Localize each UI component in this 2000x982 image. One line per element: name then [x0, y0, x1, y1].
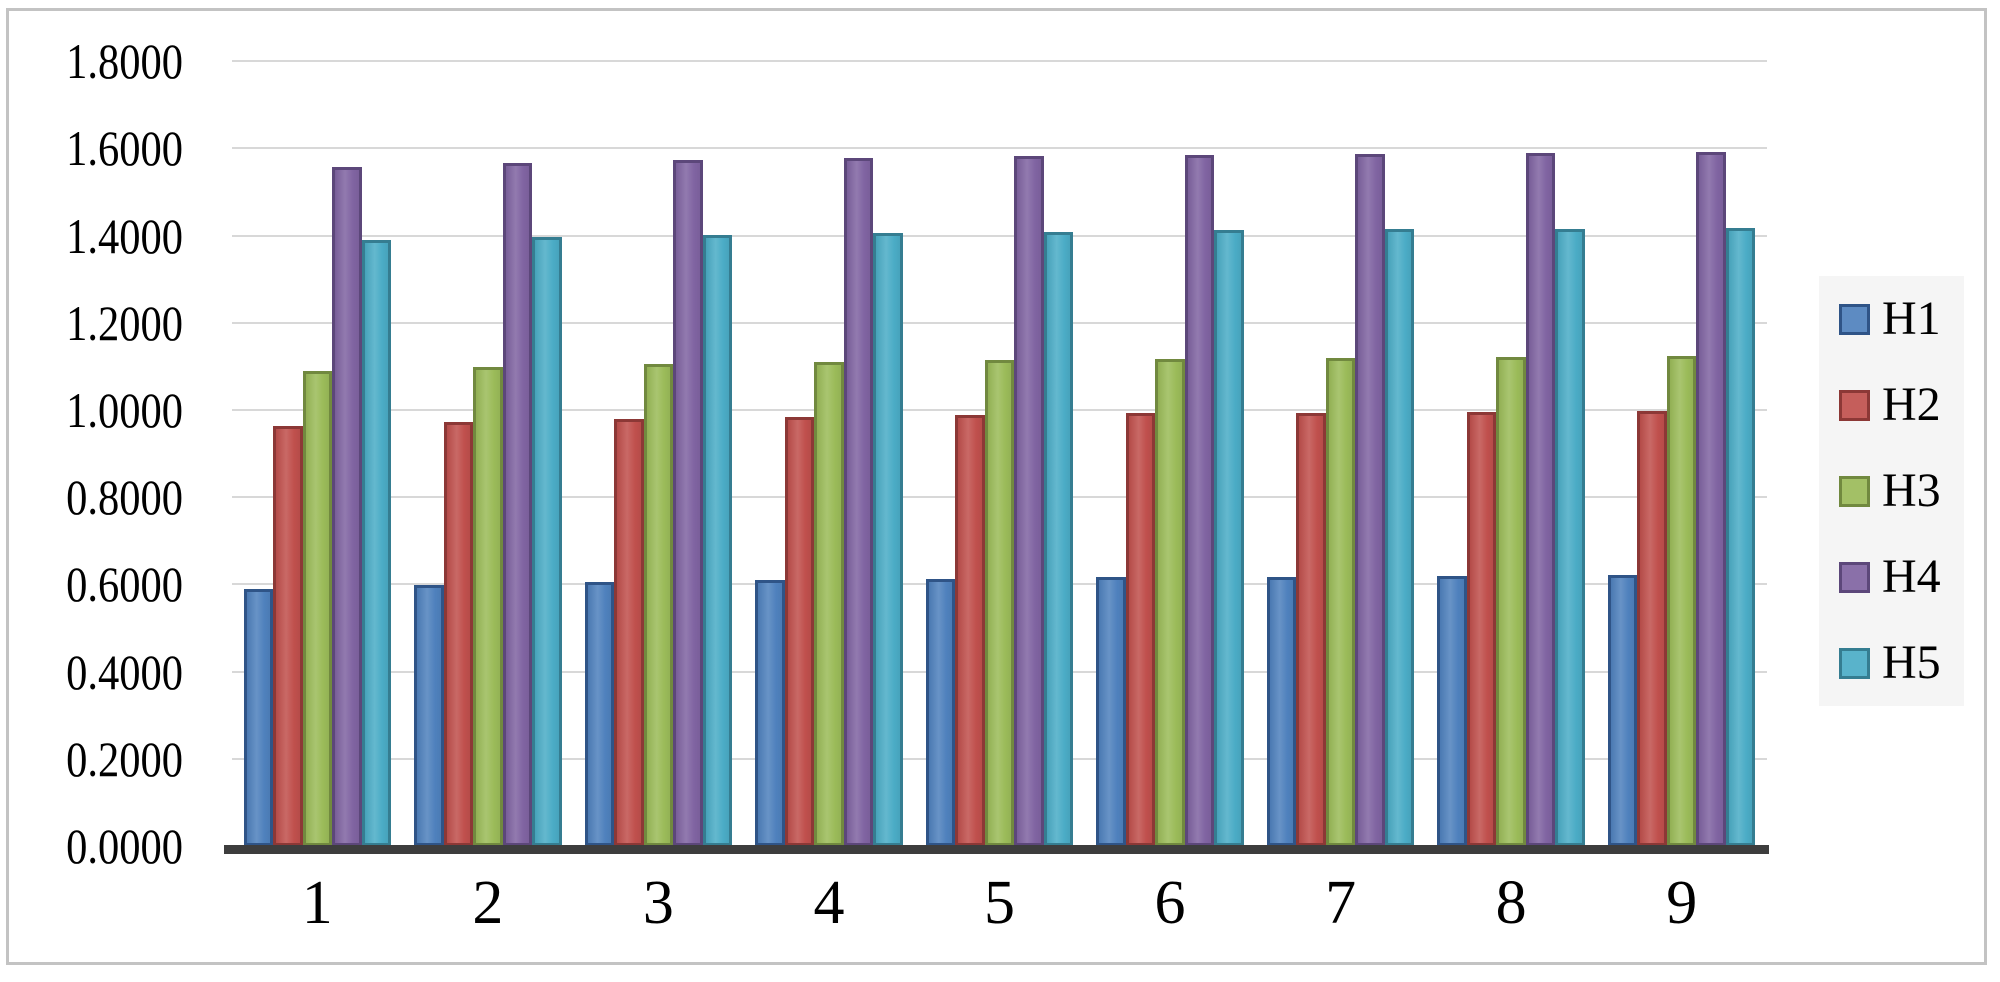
- y-tick-label-1.2000: 1.2000: [66, 294, 183, 351]
- bar-h3-cat5: [984, 360, 1015, 846]
- legend-item-h3: H3: [1839, 467, 1941, 515]
- bar-h1-cat8: [1437, 575, 1467, 846]
- bar-h2-cat9: [1637, 411, 1667, 846]
- y-tick-label-0.2000: 0.2000: [66, 730, 183, 787]
- gridline-1.8000: [232, 60, 1767, 63]
- bar-h4-cat4: [843, 157, 874, 846]
- bar-h3-cat6: [1155, 358, 1185, 846]
- bar-h5-cat6: [1214, 230, 1244, 846]
- legend-label-h2: H2: [1882, 378, 1941, 431]
- bar-h1-cat9: [1607, 575, 1638, 846]
- bar-h1-cat3: [584, 582, 615, 846]
- bar-h4-cat5: [1014, 155, 1044, 846]
- x-tick-label-1: 1: [301, 869, 333, 937]
- bar-h3-cat7: [1325, 358, 1356, 846]
- y-tick-label-0.6000: 0.6000: [66, 556, 183, 613]
- y-tick-label-0.8000: 0.8000: [66, 469, 183, 526]
- bar-h5-cat5: [1043, 231, 1074, 846]
- bar-h1-cat7: [1266, 576, 1297, 846]
- bar-h4-cat1: [332, 167, 362, 846]
- y-tick-label-1.4000: 1.4000: [66, 207, 183, 264]
- y-tick-label-0.4000: 0.4000: [66, 643, 183, 700]
- x-tick-label-9: 9: [1666, 869, 1698, 937]
- legend-swatch-h2: [1839, 389, 1870, 421]
- bar-h4-cat2: [502, 162, 533, 846]
- bar-h2-cat4: [784, 416, 815, 846]
- legend-label-h4: H4: [1882, 550, 1941, 603]
- bar-h5-cat9: [1725, 227, 1756, 846]
- y-tick-label-0.0000: 0.0000: [66, 818, 183, 874]
- legend-item-h1: H1: [1839, 295, 1941, 343]
- bar-h5-cat1: [361, 240, 392, 846]
- bar-h4-cat3: [673, 159, 703, 846]
- bar-h4-cat6: [1184, 154, 1215, 846]
- legend-swatch-h1: [1839, 303, 1870, 335]
- bar-h1-cat4: [755, 580, 785, 846]
- legend-item-h5: H5: [1839, 639, 1941, 687]
- bar-h5-cat4: [873, 232, 903, 846]
- bar-h1-cat2: [414, 584, 444, 846]
- bar-h4-cat9: [1696, 151, 1726, 846]
- x-tick-label-8: 8: [1495, 869, 1527, 937]
- category-axis-line: [224, 845, 1769, 854]
- bar-h3-cat3: [643, 364, 674, 846]
- x-tick-label-5: 5: [984, 869, 1015, 937]
- gridline-1.6000: [232, 147, 1767, 150]
- y-tick-label-1.8000: 1.8000: [66, 33, 183, 90]
- x-tick-label-2: 2: [472, 869, 504, 937]
- legend-item-h2: H2: [1839, 381, 1941, 429]
- bar-h5-cat3: [702, 235, 733, 846]
- bar-h5-cat8: [1555, 228, 1585, 846]
- y-tick-label-1.6000: 1.6000: [66, 120, 183, 177]
- bar-h2-cat8: [1466, 411, 1497, 846]
- legend-swatch-h4: [1839, 561, 1870, 593]
- bar-h5-cat7: [1384, 229, 1415, 846]
- bar-h3-cat4: [814, 362, 844, 846]
- legend-label-h5: H5: [1882, 636, 1941, 689]
- bar-h2-cat6: [1125, 413, 1156, 846]
- legend: H1 H2 H3 H4 H5: [1819, 276, 1964, 706]
- bar-h1-cat6: [1096, 577, 1126, 846]
- bar-h3-cat1: [302, 371, 333, 846]
- legend-swatch-h3: [1839, 475, 1870, 507]
- bar-h1-cat5: [925, 578, 956, 846]
- bar-h3-cat8: [1496, 357, 1526, 846]
- bar-h2-cat7: [1296, 412, 1326, 846]
- legend-label-h3: H3: [1882, 464, 1941, 517]
- bar-h3-cat9: [1666, 356, 1697, 846]
- bar-h4-cat8: [1525, 152, 1556, 846]
- bar-h1-cat1: [243, 589, 274, 846]
- bar-h5-cat2: [532, 237, 562, 846]
- legend-item-h4: H4: [1839, 553, 1941, 601]
- x-tick-label-7: 7: [1325, 869, 1357, 937]
- legend-swatch-h5: [1839, 647, 1870, 679]
- bar-h3-cat2: [473, 367, 503, 846]
- x-tick-label-4: 4: [813, 869, 845, 937]
- bar-h4-cat7: [1355, 153, 1385, 846]
- gridline-1.4000: [232, 234, 1767, 237]
- bar-h2-cat1: [273, 426, 303, 846]
- x-tick-label-6: 6: [1154, 869, 1186, 937]
- bar-h2-cat3: [614, 418, 644, 846]
- legend-label-h1: H1: [1882, 292, 1941, 345]
- bar-h2-cat5: [955, 414, 985, 846]
- bar-h2-cat2: [443, 421, 474, 846]
- gridline-1.2000: [232, 321, 1767, 324]
- x-tick-label-3: 3: [642, 869, 674, 937]
- y-tick-label-1.0000: 1.0000: [66, 382, 183, 438]
